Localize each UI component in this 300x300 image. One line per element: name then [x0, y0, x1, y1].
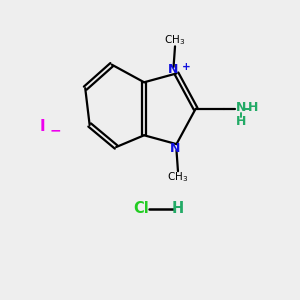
- Text: I: I: [40, 119, 45, 134]
- Text: H: H: [248, 101, 258, 114]
- Text: N: N: [236, 101, 246, 114]
- Text: −: −: [50, 124, 61, 138]
- Text: N: N: [168, 62, 179, 76]
- Text: H: H: [236, 115, 246, 128]
- Text: CH$_3$: CH$_3$: [167, 170, 189, 184]
- Text: H: H: [172, 201, 184, 216]
- Text: +: +: [182, 62, 190, 72]
- Text: CH$_3$: CH$_3$: [164, 34, 186, 47]
- Text: N: N: [170, 142, 180, 155]
- Text: Cl: Cl: [133, 201, 149, 216]
